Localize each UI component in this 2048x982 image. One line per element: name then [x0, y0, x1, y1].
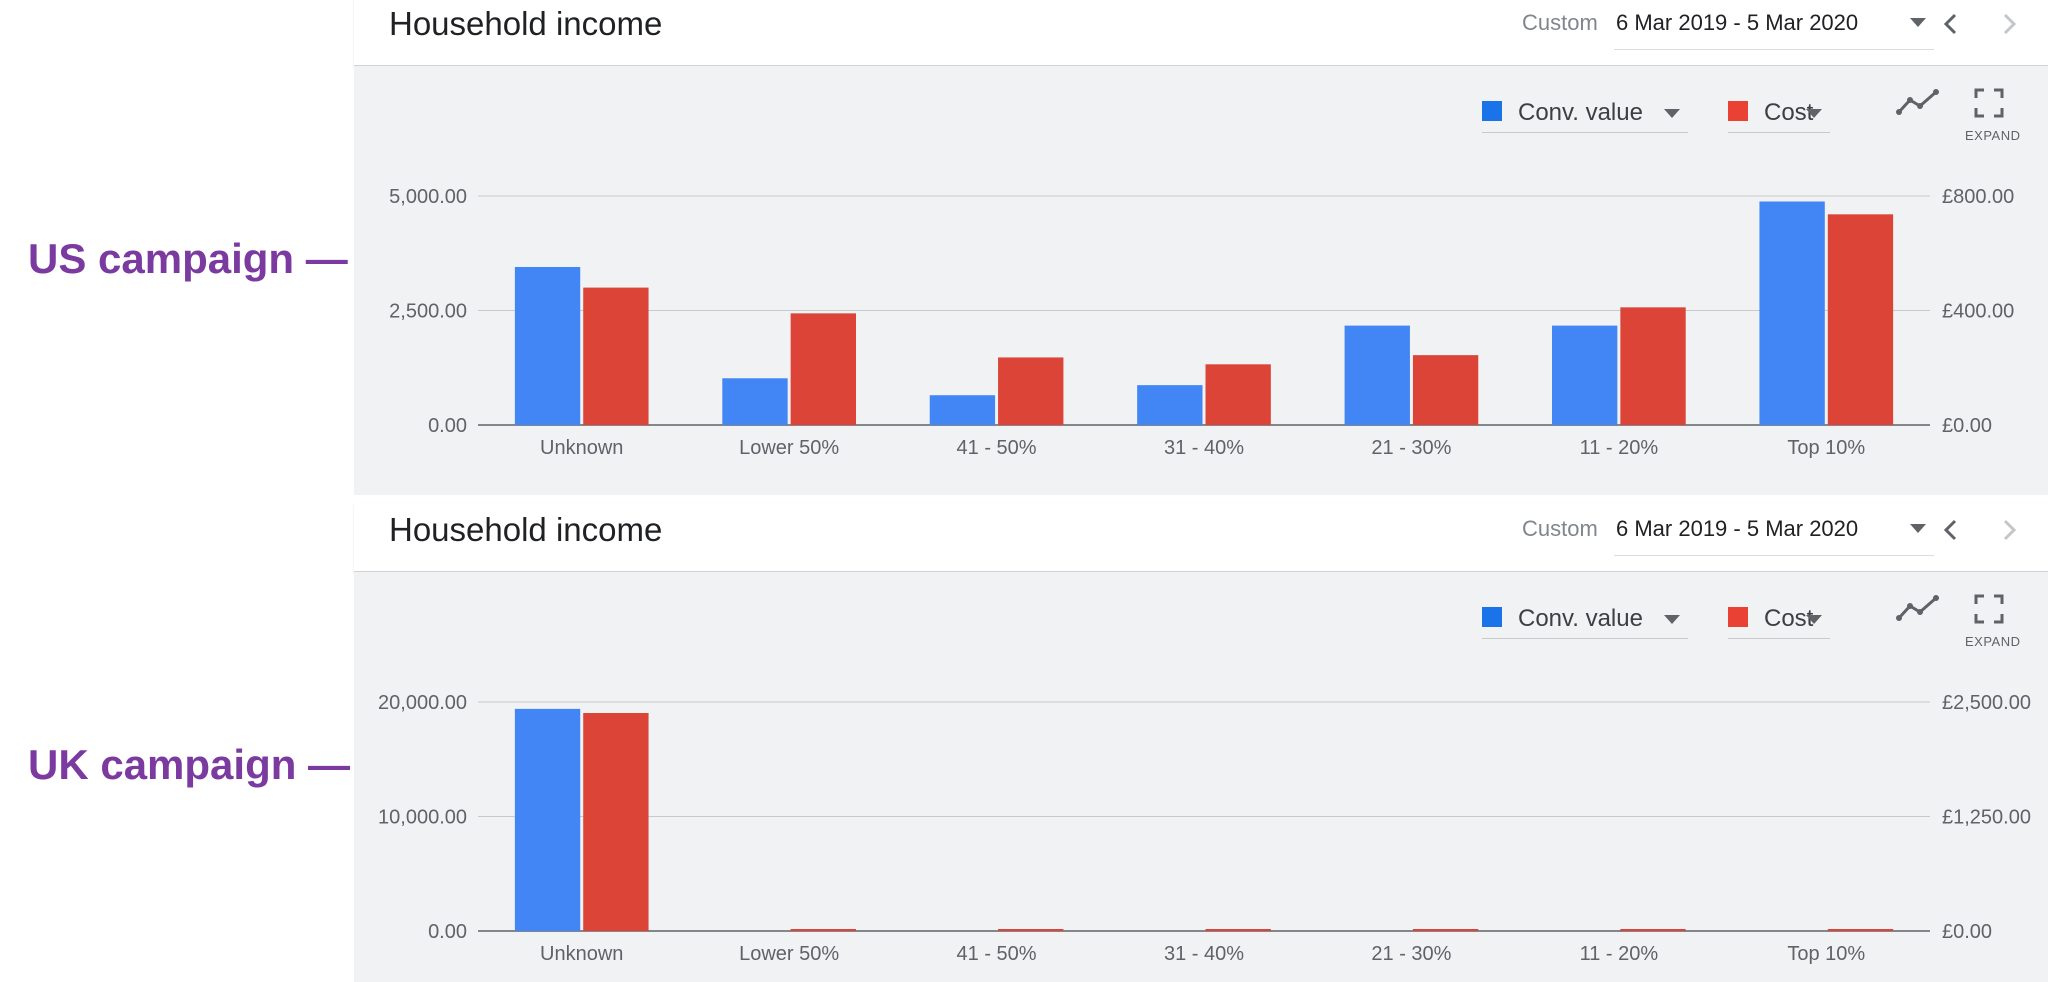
x-tick-label: Top 10% — [1787, 437, 1865, 459]
metric-label: Conv. value — [1518, 99, 1643, 126]
panel-header: Household income Custom 6 Mar 2019 - 5 M… — [354, 0, 2048, 67]
chevron-down-icon — [1664, 615, 1680, 624]
bar-conv-value[interactable] — [1759, 201, 1825, 425]
y-right-tick-label: £0.00 — [1942, 921, 1992, 943]
x-tick-label: 41 - 50% — [957, 437, 1037, 459]
date-range-select[interactable]: 6 Mar 2019 - 5 Mar 2020 — [1614, 0, 1934, 50]
metric-select-conv-value[interactable]: Conv. value — [1482, 86, 1688, 133]
legend-swatch-cost — [1728, 607, 1748, 627]
previous-period-button[interactable] — [1936, 9, 1966, 39]
chevron-left-icon — [1943, 519, 1957, 541]
x-tick-label: 11 - 20% — [1580, 943, 1659, 965]
chevron-left-icon — [1943, 13, 1957, 35]
x-tick-label: Top 10% — [1787, 943, 1865, 965]
bar-cost[interactable] — [998, 929, 1064, 931]
metric-label: Cost — [1764, 99, 1814, 126]
x-tick-label: 21 - 30% — [1371, 943, 1451, 965]
next-period-button[interactable] — [1994, 515, 2024, 545]
panel-title: Household income — [389, 5, 663, 42]
legend-swatch-conv-value — [1482, 101, 1502, 121]
line-chart-icon — [1896, 595, 1939, 621]
uk-campaign-annotation: UK campaign — > — [28, 741, 387, 788]
expand-button[interactable] — [1974, 88, 2004, 123]
panel-title: Household income — [389, 511, 663, 548]
y-left-tick-label: 2,500.00 — [389, 301, 467, 323]
x-tick-label: 11 - 20% — [1580, 437, 1659, 459]
chevron-right-icon — [2003, 519, 2017, 541]
bar-conv-value[interactable] — [1552, 325, 1618, 425]
bar-cost[interactable] — [1205, 364, 1271, 425]
bar-cost[interactable] — [1827, 214, 1894, 425]
chevron-down-icon — [1664, 109, 1680, 118]
x-tick-label: Unknown — [540, 943, 623, 965]
bar-conv-value[interactable] — [929, 395, 996, 425]
x-tick-label: 31 - 40% — [1164, 943, 1244, 965]
fullscreen-icon — [1974, 594, 2004, 624]
chevron-down-icon — [1910, 524, 1926, 533]
bar-cost[interactable] — [1620, 307, 1686, 425]
bar-conv-value[interactable] — [514, 266, 581, 425]
next-period-button[interactable] — [1994, 9, 2024, 39]
y-right-tick-label: £800.00 — [1942, 186, 2014, 208]
metric-label: Conv. value — [1518, 605, 1643, 632]
bar-cost[interactable] — [1205, 929, 1271, 931]
bar-cost[interactable] — [1412, 929, 1479, 931]
date-range-value: 6 Mar 2019 - 5 Mar 2020 — [1616, 10, 1859, 35]
chevron-down-icon — [1806, 615, 1822, 624]
previous-period-button[interactable] — [1936, 515, 1966, 545]
bar-cost[interactable] — [1620, 929, 1686, 931]
expand-label: EXPAND — [1965, 634, 2021, 649]
metric-label: Cost — [1764, 605, 1814, 632]
x-tick-label: 41 - 50% — [957, 943, 1037, 965]
bar-cost[interactable] — [790, 929, 856, 931]
bar-conv-value[interactable] — [722, 378, 788, 425]
metric-select-cost[interactable]: Cost — [1728, 592, 1830, 639]
metric-select-cost[interactable]: Cost — [1728, 86, 1830, 133]
line-chart-toggle-button[interactable] — [1896, 592, 1940, 631]
line-chart-icon — [1896, 89, 1939, 115]
bar-conv-value[interactable] — [1344, 325, 1410, 425]
legend-swatch-conv-value — [1482, 607, 1502, 627]
y-left-tick-label: 10,000.00 — [378, 807, 467, 829]
y-right-tick-label: £1,250.00 — [1942, 807, 2031, 829]
date-range-type: Custom — [1522, 10, 1598, 35]
y-left-tick-label: 0.00 — [428, 415, 467, 437]
y-left-tick-label: 5,000.00 — [389, 186, 467, 208]
x-tick-label: Unknown — [540, 437, 623, 459]
bar-cost[interactable] — [1827, 929, 1894, 931]
metric-select-conv-value[interactable]: Conv. value — [1482, 592, 1688, 639]
x-tick-label: 21 - 30% — [1371, 437, 1451, 459]
bar-cost[interactable] — [998, 357, 1064, 425]
date-range-value: 6 Mar 2019 - 5 Mar 2020 — [1616, 516, 1859, 541]
bar-conv-value[interactable] — [514, 708, 581, 931]
expand-button[interactable] — [1974, 594, 2004, 629]
legend-swatch-cost — [1728, 101, 1748, 121]
bar-cost[interactable] — [790, 313, 856, 425]
bar-conv-value[interactable] — [1137, 385, 1203, 425]
y-right-tick-label: £2,500.00 — [1942, 692, 2031, 714]
line-chart-toggle-button[interactable] — [1896, 86, 1940, 125]
y-right-tick-label: £400.00 — [1942, 301, 2014, 323]
date-range-type: Custom — [1522, 516, 1598, 541]
bar-cost[interactable] — [583, 712, 649, 931]
y-left-tick-label: 0.00 — [428, 921, 467, 943]
expand-label: EXPAND — [1965, 128, 2021, 143]
chevron-down-icon — [1910, 18, 1926, 27]
chevron-right-icon — [2003, 13, 2017, 35]
chevron-down-icon — [1806, 109, 1822, 118]
fullscreen-icon — [1974, 88, 2004, 118]
y-left-tick-label: 20,000.00 — [378, 692, 467, 714]
x-tick-label: Lower 50% — [739, 943, 839, 965]
bar-cost[interactable] — [583, 287, 649, 425]
y-right-tick-label: £0.00 — [1942, 415, 1992, 437]
x-tick-label: Lower 50% — [739, 437, 839, 459]
date-range-select[interactable]: 6 Mar 2019 - 5 Mar 2020 — [1614, 503, 1934, 556]
us-campaign-annotation: US campaign — > — [28, 235, 384, 282]
bar-cost[interactable] — [1412, 355, 1479, 425]
x-tick-label: 31 - 40% — [1164, 437, 1244, 459]
panel-header: Household income Custom 6 Mar 2019 - 5 M… — [354, 503, 2048, 573]
